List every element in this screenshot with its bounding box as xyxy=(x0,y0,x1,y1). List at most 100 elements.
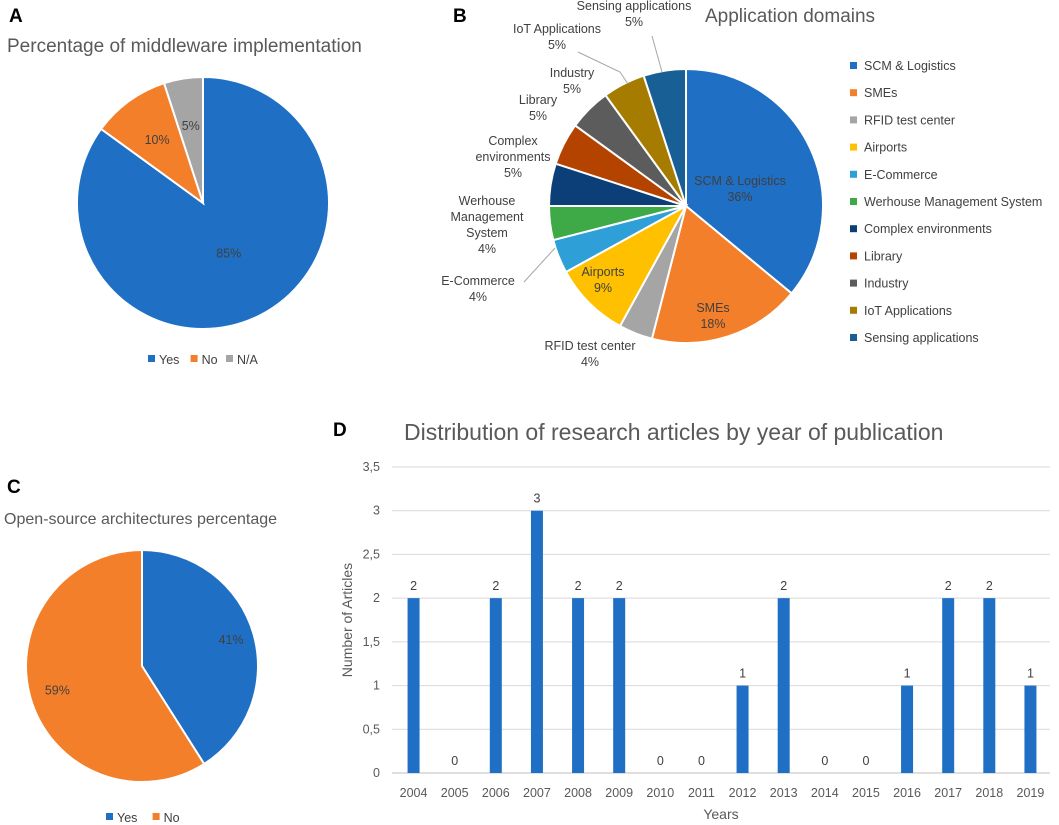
chart-a-label-yes: 85% xyxy=(216,247,241,261)
chart-d-datalabel-2014: 0 xyxy=(821,754,828,768)
chart-d-datalabel-2008: 2 xyxy=(575,579,582,593)
chart-b-legend-swatch-werhouse-management-system xyxy=(850,198,857,205)
chart-d-title: Distribution of research articles by yea… xyxy=(404,419,943,445)
chart-b-label-iot-applications-1: 5% xyxy=(548,38,566,52)
chart-a-label-n-a: 5% xyxy=(182,119,200,133)
chart-d-ylabel: Number of Articles xyxy=(339,563,355,677)
chart-b-label-complex-environments-2: 5% xyxy=(504,166,522,180)
chart-b-legend-label-sensing-applications: Sensing applications xyxy=(864,331,979,345)
chart-b-legend-label-library: Library xyxy=(864,249,903,263)
chart-b-legend-swatch-industry xyxy=(850,279,857,287)
chart-d-bar-2004 xyxy=(407,598,420,773)
chart-d-datalabel-2007: 3 xyxy=(533,492,540,506)
chart-b-legend-swatch-e-commerce xyxy=(850,170,857,178)
chart-b-legend-swatch-iot-applications xyxy=(850,306,857,314)
chart-d-xtick-2006: 2006 xyxy=(482,786,510,800)
chart-b-label-scm-logistics-0: SCM & Logistics xyxy=(694,174,786,188)
chart-b-label-rfid-test-center-0: RFID test center xyxy=(545,339,636,353)
chart-d-datalabel-2011: 0 xyxy=(698,754,705,768)
panel-letter-c: C xyxy=(7,477,21,498)
chart-b-legend-swatch-smes xyxy=(850,89,857,97)
chart-b-legend-label-e-commerce: E-Commerce xyxy=(864,168,938,182)
chart-b-label-complex-environments-0: Complex xyxy=(488,134,538,148)
chart-c-legend-swatch-no xyxy=(152,813,160,820)
chart-d-datalabel-2004: 2 xyxy=(410,579,417,593)
chart-b-label-rfid-test-center-1: 4% xyxy=(581,355,599,369)
chart-d-ytick-3: 1,5 xyxy=(363,635,380,649)
chart-b-legend-swatch-airports xyxy=(850,143,857,151)
chart-b-legend-swatch-rfid-test-center xyxy=(850,116,857,124)
chart-c-legend-label-no: No xyxy=(164,811,180,825)
chart-b-label-smes-1: 18% xyxy=(700,317,725,331)
chart-d-xtick-2011: 2011 xyxy=(688,786,715,800)
chart-d-xtick-2009: 2009 xyxy=(605,786,633,800)
chart-b-label-library-1: 5% xyxy=(529,109,547,123)
chart-d-xtick-2004: 2004 xyxy=(400,786,428,800)
chart-d-datalabel-2018: 2 xyxy=(986,579,993,593)
chart-d-ytick-5: 2,5 xyxy=(363,547,380,561)
chart-d-bar-2017 xyxy=(942,598,955,773)
chart-b-label-werhouse-management-system-0: Werhouse xyxy=(459,194,516,208)
chart-a-legend-label-yes: Yes xyxy=(159,353,179,367)
chart-d-bar-2006 xyxy=(489,598,502,773)
chart-c-title: Open-source architectures percentage xyxy=(4,511,277,528)
bar-chart-d: Number of Articles Years 0 0,5 1 1,5 2 2,5 3 3,… xyxy=(339,460,1050,822)
chart-a-slice-n-a xyxy=(162,75,204,204)
chart-d-xtick-2018: 2018 xyxy=(975,786,1003,800)
chart-b-label-e-commerce-1: 4% xyxy=(469,290,487,304)
chart-d-datalabel-2005: 0 xyxy=(451,754,458,768)
chart-d-xlabel: Years xyxy=(703,806,738,822)
chart-b-title: Application domains xyxy=(705,6,875,27)
chart-d-datalabel-2019: 1 xyxy=(1027,667,1034,681)
panel-letter-d: D xyxy=(333,420,347,441)
chart-b-label-industry-1: 5% xyxy=(563,82,581,96)
chart-d-datalabel-2017: 2 xyxy=(945,579,952,593)
pie-chart-b: SCM & Logistics 36% SMEs 18% RFID test cente… xyxy=(441,0,824,369)
chart-b-label-library-0: Library xyxy=(519,93,558,107)
panel-letter-b: B xyxy=(453,6,467,27)
chart-b-legend-label-scm-logistics: SCM & Logistics xyxy=(864,59,956,73)
chart-b-label-industry-0: Industry xyxy=(550,66,595,80)
chart-d-ytick-6: 3 xyxy=(373,504,380,518)
chart-c-legend-swatch-yes xyxy=(106,813,113,820)
chart-d-datalabel-2009: 2 xyxy=(616,579,623,593)
chart-b-legend-swatch-complex-environments xyxy=(850,225,857,233)
chart-a-label-no: 10% xyxy=(145,133,170,147)
chart-b-legend-label-smes: SMEs xyxy=(864,86,897,100)
pie-chart-c: 41% 59% xyxy=(25,548,259,783)
chart-b-label-sensing-applications-1: 5% xyxy=(625,15,643,29)
chart-b-label-werhouse-management-system-1: Management xyxy=(451,210,524,224)
chart-d-bar-2008 xyxy=(572,598,585,773)
chart-b-legend-label-werhouse-management-system: Werhouse Management System xyxy=(864,195,1042,209)
chart-c-label-yes: 41% xyxy=(219,633,244,647)
chart-d-ytick-0: 0 xyxy=(373,766,380,780)
chart-d-bar-2012 xyxy=(736,685,749,773)
legend-b: SCM & Logistics SMEs RFID test center Airpo… xyxy=(850,59,1042,345)
chart-d-xtick-2013: 2013 xyxy=(770,786,798,800)
chart-b-leader-e-commerce xyxy=(523,247,556,283)
chart-b-label-smes-0: SMEs xyxy=(696,301,729,315)
chart-d-ytick-1: 0,5 xyxy=(363,722,380,736)
chart-d-bar-2016 xyxy=(901,685,914,773)
chart-d-xtick-2010: 2010 xyxy=(646,786,674,800)
chart-d-ytick-2: 1 xyxy=(373,679,380,693)
chart-a-legend-swatch-yes xyxy=(148,355,155,362)
chart-d-bar-2013 xyxy=(777,598,790,773)
chart-c-label-no: 59% xyxy=(45,684,70,698)
chart-b-legend-swatch-sensing-applications xyxy=(850,334,857,341)
legend-c: Yes No xyxy=(106,811,180,825)
chart-d-bar-2009 xyxy=(613,598,626,773)
chart-d-bar-2018 xyxy=(983,598,996,773)
chart-b-label-airports-1: 9% xyxy=(594,281,612,295)
legend-a: Yes No N/A xyxy=(148,353,259,367)
chart-d-xtick-2005: 2005 xyxy=(441,786,469,800)
chart-d-datalabel-2013: 2 xyxy=(780,579,787,593)
chart-d-xtick-2014: 2014 xyxy=(811,786,839,800)
chart-b-legend-swatch-scm-logistics xyxy=(850,62,857,69)
chart-b-label-e-commerce-0: E-Commerce xyxy=(441,274,515,288)
chart-d-bar-2019 xyxy=(1024,685,1037,773)
chart-d-xtick-2015: 2015 xyxy=(852,786,880,800)
chart-b-slice-smes xyxy=(650,204,793,344)
chart-b-label-sensing-applications-0: Sensing applications xyxy=(577,0,692,13)
